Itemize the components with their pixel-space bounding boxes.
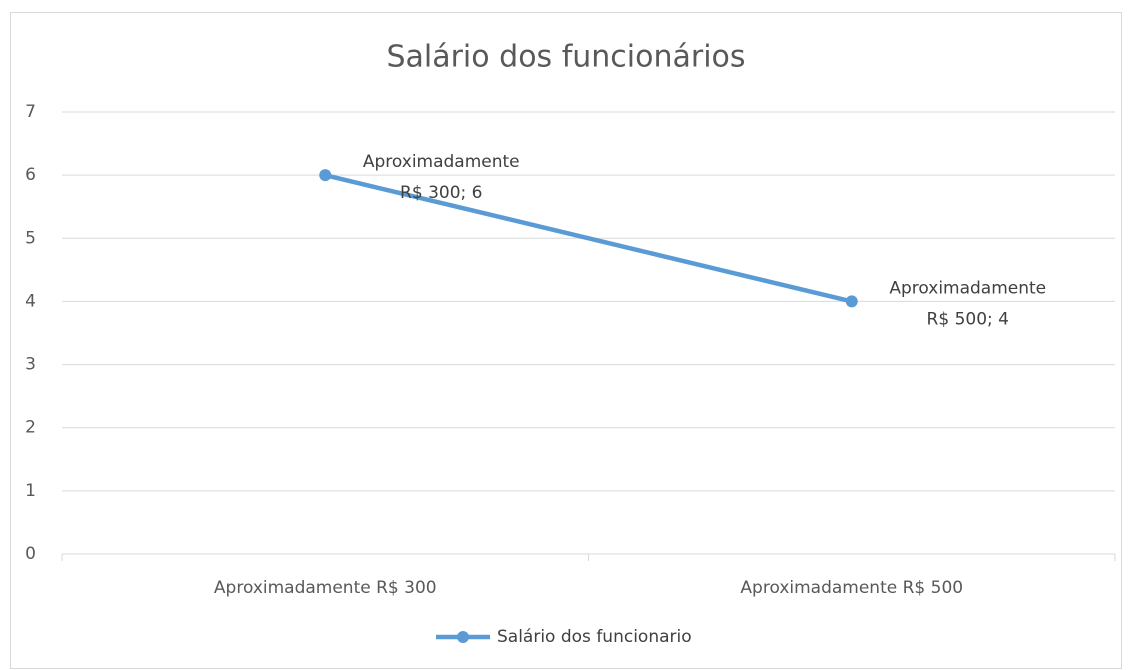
y-tick-label: 5 [25, 228, 36, 248]
y-tick-label: 6 [25, 165, 36, 185]
marker [319, 169, 332, 182]
y-tick-label: 2 [25, 418, 36, 438]
data-label-line: Aproximadamente [363, 152, 520, 172]
legend-label: Salário dos funcionario [497, 627, 692, 647]
data-label: Aproximadamente R$ 500; 4 [889, 278, 1046, 329]
x-tick-label: Aproximadamente R$ 300 [214, 578, 437, 598]
chart-border [10, 12, 1122, 669]
y-tick-label: 0 [25, 544, 36, 564]
chart-title: Salário dos funcionários [386, 40, 745, 75]
legend-marker [457, 631, 469, 643]
y-tick-label: 7 [25, 102, 36, 122]
y-tick-label: 4 [25, 291, 36, 311]
x-tick-label: Aproximadamente R$ 500 [740, 578, 963, 598]
data-label: Aproximadamente R$ 300; 6 [363, 152, 520, 203]
marker [845, 295, 858, 308]
data-label-line: R$ 500; 4 [927, 309, 1009, 329]
data-label-line: R$ 300; 6 [400, 183, 482, 203]
line [323, 172, 854, 304]
data-label-line: Aproximadamente [889, 278, 1046, 298]
y-tick-label: 1 [25, 481, 36, 501]
y-tick-label: 3 [25, 355, 36, 375]
